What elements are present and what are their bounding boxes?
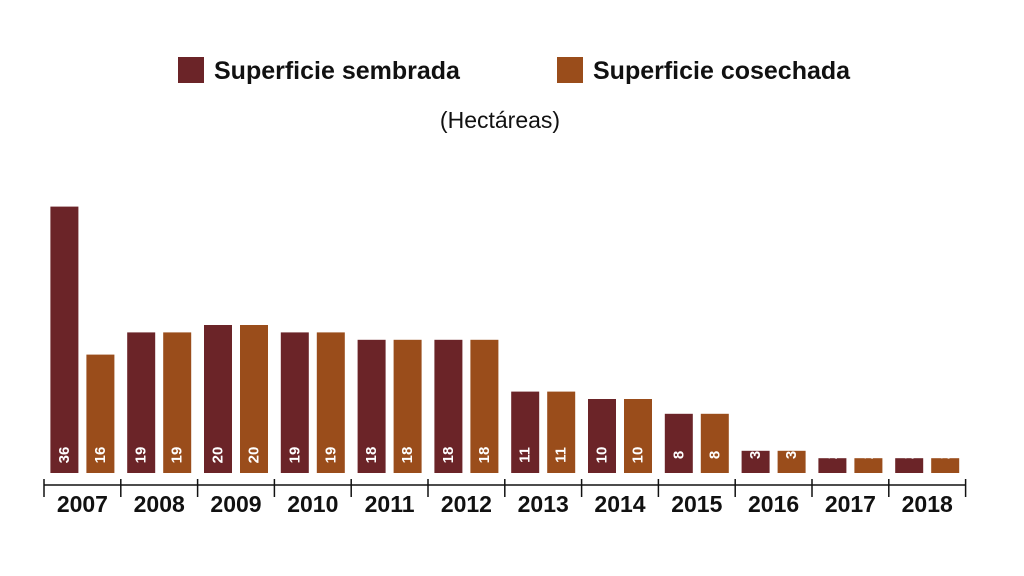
bar-cosechada-2008 bbox=[163, 332, 192, 473]
bar-cosechada-2014 bbox=[624, 399, 652, 473]
x-tick-label-2013: 2013 bbox=[518, 491, 569, 517]
legend: Superficie sembrada Superficie cosechada bbox=[178, 57, 851, 85]
x-tick-label-2016: 2016 bbox=[748, 491, 799, 517]
data-label-cosechada-2017: 2 bbox=[860, 451, 877, 459]
data-label-cosechada-2014: 10 bbox=[630, 447, 647, 464]
bar-sembrada-2014 bbox=[588, 399, 616, 473]
bar-sembrada-2007 bbox=[50, 206, 79, 473]
data-label-cosechada-2018: 2 bbox=[937, 451, 954, 459]
data-label-cosechada-2015: 8 bbox=[706, 451, 723, 459]
data-label-cosechada-2008: 19 bbox=[169, 447, 186, 464]
bar-cosechada-2015 bbox=[700, 413, 729, 473]
bar-sembrada-2018 bbox=[895, 458, 924, 473]
data-label-cosechada-2011: 18 bbox=[399, 447, 416, 464]
bar-cosechada-2013 bbox=[547, 391, 576, 473]
data-label-cosechada-2016: 3 bbox=[783, 451, 800, 459]
data-label-cosechada-2012: 18 bbox=[476, 447, 493, 464]
data-label-sembrada-2008: 19 bbox=[133, 447, 150, 464]
data-label-sembrada-2016: 3 bbox=[747, 451, 764, 459]
data-label-cosechada-2007: 16 bbox=[92, 447, 109, 464]
x-tick-label-2012: 2012 bbox=[441, 491, 492, 517]
bar-cosechada-2018 bbox=[931, 458, 960, 473]
data-label-cosechada-2009: 20 bbox=[246, 447, 263, 464]
legend-label-cosechada: Superficie cosechada bbox=[593, 57, 851, 85]
data-label-sembrada-2011: 18 bbox=[363, 447, 380, 464]
bar-cosechada-2011 bbox=[393, 339, 422, 473]
bar-sembrada-2016 bbox=[741, 450, 770, 473]
bar-cosechada-2012 bbox=[470, 339, 499, 473]
x-tick-label-2017: 2017 bbox=[825, 491, 876, 517]
bar-sembrada-2010 bbox=[280, 332, 309, 473]
x-tick-label-2018: 2018 bbox=[902, 491, 953, 517]
legend-swatch-cosechada bbox=[557, 57, 583, 83]
bar-cosechada-2007 bbox=[86, 354, 115, 473]
x-tick-label-2011: 2011 bbox=[365, 491, 415, 517]
data-label-sembrada-2007: 36 bbox=[56, 447, 73, 464]
chart-unit-subtitle: (Hectáreas) bbox=[440, 107, 560, 133]
data-label-cosechada-2013: 11 bbox=[553, 447, 570, 463]
data-label-sembrada-2015: 8 bbox=[670, 451, 687, 459]
bar-sembrada-2008 bbox=[127, 332, 156, 473]
bar-sembrada-2017 bbox=[818, 458, 847, 473]
bars-group: 36 16 19 19 20 20 19 19 18 18 18 18 11 11 10 10 8 8 3 3 2 2 2 2 bbox=[50, 206, 960, 473]
bar-cosechada-2016 bbox=[777, 450, 806, 473]
data-label-sembrada-2009: 20 bbox=[210, 447, 227, 464]
data-label-sembrada-2013: 11 bbox=[517, 447, 534, 463]
x-tick-label-2015: 2015 bbox=[671, 491, 722, 517]
x-tick-label-2010: 2010 bbox=[287, 491, 338, 517]
data-label-sembrada-2010: 19 bbox=[286, 447, 303, 464]
x-axis: 2007 2008 2009 2010 2011 2012 2013 2014 2015 2016… bbox=[43, 479, 967, 517]
bar-sembrada-2012 bbox=[434, 339, 463, 473]
data-label-sembrada-2018: 2 bbox=[901, 451, 918, 459]
bar-cosechada-2017 bbox=[854, 458, 883, 473]
x-tick-label-2014: 2014 bbox=[594, 491, 645, 517]
x-tick-label-2008: 2008 bbox=[134, 491, 185, 517]
bar-sembrada-2011 bbox=[357, 339, 386, 473]
x-tick-label-2007: 2007 bbox=[57, 491, 108, 517]
bar-sembrada-2015 bbox=[664, 413, 693, 473]
data-label-cosechada-2010: 19 bbox=[322, 447, 339, 464]
data-label-sembrada-2014: 10 bbox=[594, 447, 611, 464]
data-label-sembrada-2017: 2 bbox=[824, 451, 841, 459]
data-label-sembrada-2012: 18 bbox=[440, 447, 457, 464]
bar-cosechada-2009 bbox=[240, 325, 268, 473]
bar-sembrada-2013 bbox=[511, 391, 540, 473]
bar-cosechada-2010 bbox=[316, 332, 345, 473]
legend-swatch-sembrada bbox=[178, 57, 204, 83]
legend-label-sembrada: Superficie sembrada bbox=[214, 57, 461, 85]
x-tick-label-2009: 2009 bbox=[210, 491, 261, 517]
bar-sembrada-2009 bbox=[204, 325, 232, 473]
